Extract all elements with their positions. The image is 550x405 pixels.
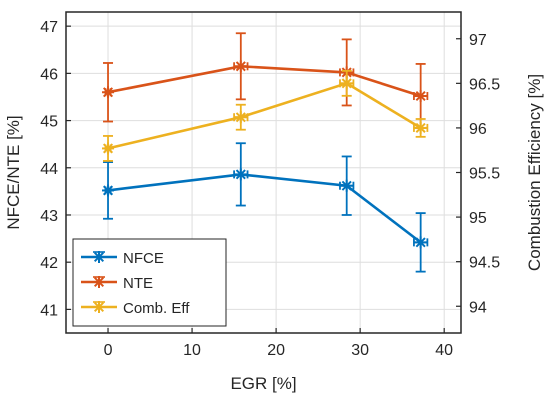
series-comb-eff <box>102 69 429 162</box>
x-axis-ticks: 0 10 20 30 40 <box>104 328 453 359</box>
legend: NFCE NTE Comb. Eff <box>72 238 227 327</box>
right-tick-label: 97 <box>469 32 487 49</box>
legend-label: NTE <box>123 275 153 292</box>
marker-stroke <box>102 87 114 98</box>
legend-entry: NFCE <box>81 250 164 267</box>
x-tick-label: 40 <box>435 342 453 359</box>
marker-stroke <box>235 169 246 180</box>
series-nte <box>102 32 429 130</box>
right-tick-label: 94 <box>469 299 487 316</box>
marker-stroke <box>93 301 105 313</box>
series-line <box>107 64 422 98</box>
left-tick-label: 46 <box>40 66 58 83</box>
left-axis-ticks: 41 42 43 44 45 46 47 <box>40 19 71 319</box>
right-tick-label: 95.5 <box>469 166 500 183</box>
marker-stroke <box>102 185 114 196</box>
right-axis-ticks: 94 94.5 95 95.5 96 96.5 97 <box>456 32 500 316</box>
right-tick-label: 94.5 <box>469 255 500 272</box>
right-tick-label: 95 <box>469 210 487 227</box>
left-tick-label: 42 <box>40 255 58 272</box>
series-nfce <box>102 142 429 273</box>
series-layer <box>102 32 429 273</box>
right-tick-label: 96 <box>469 121 487 138</box>
x-tick-label: 0 <box>104 342 113 359</box>
legend-label: Comb. Eff <box>123 300 190 317</box>
marker-stroke <box>415 122 426 133</box>
x-tick-label: 20 <box>267 342 285 359</box>
left-tick-label: 44 <box>40 161 58 178</box>
series-line <box>107 81 422 150</box>
marker-stroke <box>415 90 426 102</box>
left-y-axis-label: NFCE/NTE [%] <box>4 115 23 229</box>
marker-stroke <box>341 180 352 191</box>
marker-stroke <box>235 61 246 72</box>
marker-stroke <box>93 251 105 263</box>
left-tick-label: 41 <box>40 302 58 319</box>
series-line <box>107 173 422 244</box>
legend-label: NFCE <box>123 250 164 267</box>
marker-stroke <box>415 237 426 248</box>
x-tick-label: 30 <box>351 342 369 359</box>
marker-stroke <box>93 276 105 288</box>
x-axis-label: EGR [%] <box>230 374 296 393</box>
legend-entry: Comb. Eff <box>81 300 190 317</box>
marker-stroke <box>235 112 246 123</box>
left-tick-label: 43 <box>40 208 58 225</box>
marker-stroke <box>341 78 352 89</box>
x-tick-label: 10 <box>183 342 201 359</box>
legend-entry: NTE <box>81 275 153 292</box>
right-tick-label: 96.5 <box>469 76 500 93</box>
left-tick-label: 47 <box>40 19 58 36</box>
left-tick-label: 45 <box>40 114 58 131</box>
marker-stroke <box>102 143 114 154</box>
right-y-axis-label: Combustion Efficiency [%] <box>525 74 544 271</box>
